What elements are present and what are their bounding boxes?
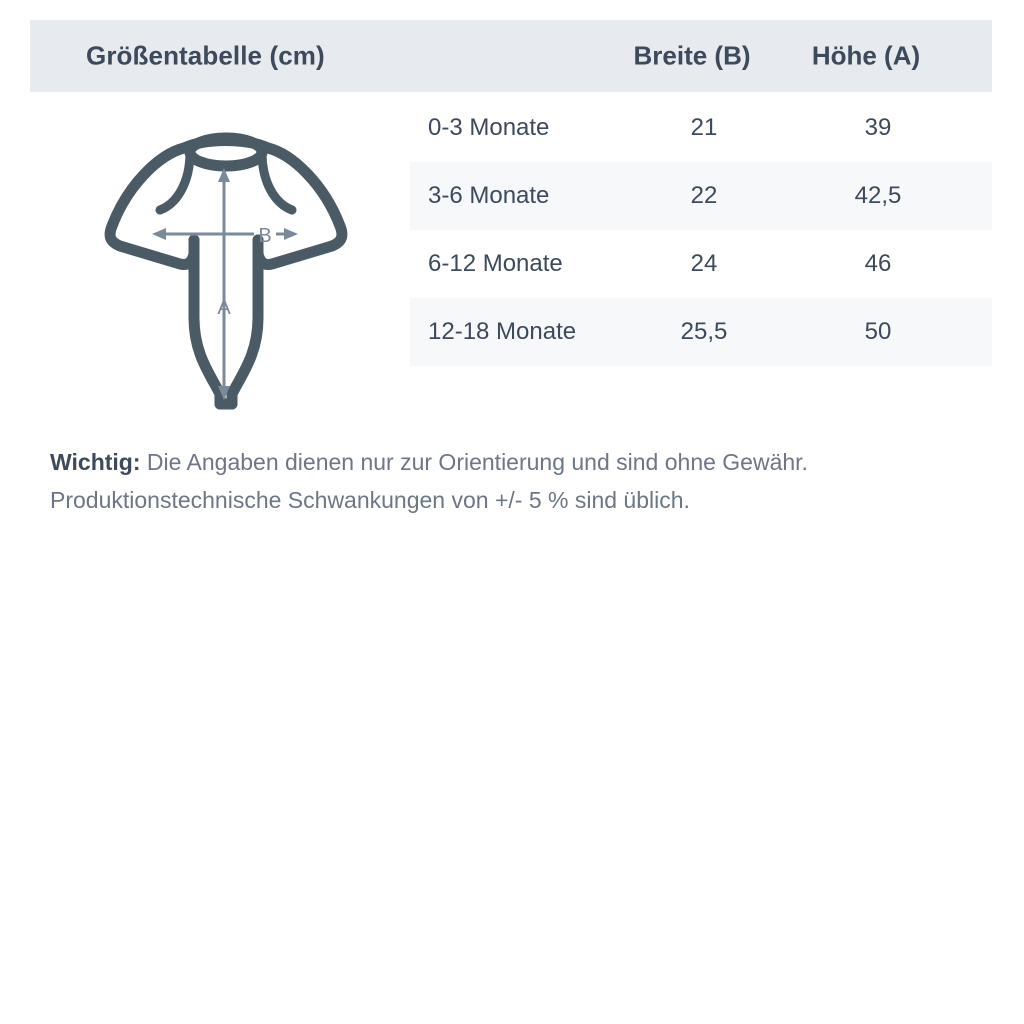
footnote-text-1: Die Angaben dienen nur zur Orientierung …	[140, 449, 808, 475]
column-header-width: Breite (B)	[633, 40, 751, 71]
page-title: Größentabelle (cm)	[86, 40, 325, 71]
cell-height: 39	[864, 114, 892, 141]
table-header-band: Größentabelle (cm) Breite (B) Höhe (A)	[30, 20, 992, 92]
cell-width: 22	[690, 182, 718, 209]
footnote-strong: Wichtig:	[50, 449, 141, 475]
cell-size: 6-12 Monate	[428, 250, 563, 277]
cell-height: 42,5	[854, 182, 902, 209]
bodysuit-right-sleeve-outline	[252, 142, 348, 270]
width-arrow-head-left	[152, 228, 166, 240]
cell-size: 3-6 Monate	[428, 182, 550, 209]
height-label: A	[217, 297, 231, 319]
bodysuit-illustration: B A	[76, 122, 376, 412]
table-row[interactable]: 6-12 Monate 24 46	[410, 230, 992, 298]
height-arrow-head-top	[218, 168, 230, 182]
cell-width: 21	[690, 114, 718, 141]
cell-height: 50	[864, 318, 892, 345]
bodysuit-right-side-seam	[226, 234, 264, 410]
width-label: B	[258, 225, 271, 247]
cell-width: 25,5	[680, 318, 728, 345]
bodysuit-diagram-svg: B A	[104, 132, 348, 410]
bodysuit-body-outline	[104, 142, 200, 270]
table-row[interactable]: 0-3 Monate 21 39	[410, 94, 992, 162]
size-table-body: 0-3 Monate 21 39 3-6 Monate 22 42,5 6-12…	[410, 94, 992, 366]
cell-size: 12-18 Monate	[428, 318, 577, 345]
footnote-line-1: Wichtig: Die Angaben dienen nur zur Orie…	[50, 443, 990, 481]
cell-width: 24	[690, 250, 718, 277]
cell-height: 46	[864, 250, 892, 277]
cell-size: 0-3 Monate	[428, 114, 550, 141]
height-arrow-head-bottom	[218, 386, 230, 400]
measurement-arrows-group	[152, 168, 298, 400]
bodysuit-left-side-seam	[188, 234, 226, 410]
footnote: Wichtig: Die Angaben dienen nur zur Orie…	[50, 443, 990, 519]
bodysuit-outline-group	[104, 132, 348, 410]
bodysuit-right-lap-shoulder	[257, 147, 297, 215]
bodysuit-neckline	[184, 132, 268, 172]
footnote-line-2: Produktionstechnische Schwankungen von +…	[50, 487, 690, 513]
width-arrow-head-right	[284, 228, 298, 240]
bodysuit-left-lap-shoulder	[155, 147, 195, 215]
table-row[interactable]: 3-6 Monate 22 42,5	[410, 162, 992, 230]
table-row[interactable]: 12-18 Monate 25,5 50	[410, 298, 992, 366]
column-header-height: Höhe (A)	[811, 40, 921, 71]
